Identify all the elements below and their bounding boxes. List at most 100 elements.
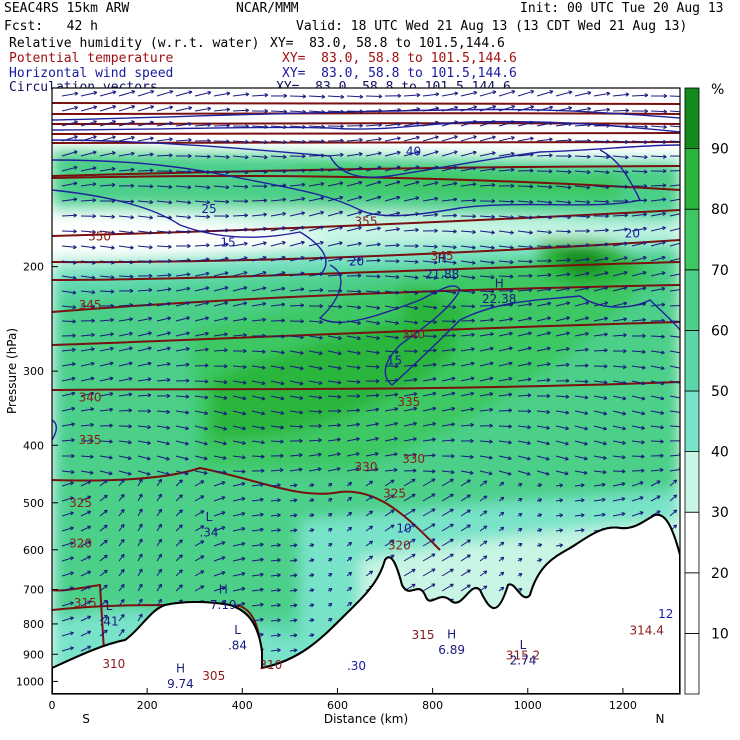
vector-head: [660, 410, 665, 415]
vector-head: [73, 245, 77, 250]
vector-shaft: [194, 348, 209, 352]
vector-shaft: [574, 364, 589, 367]
vector-shaft: [631, 440, 645, 444]
vector-head: [203, 456, 208, 461]
vector-head: [328, 558, 333, 562]
vector-shaft: [99, 614, 108, 622]
vector-shaft: [517, 245, 533, 248]
vector-shaft: [175, 479, 183, 487]
vector-head: [71, 347, 76, 353]
vector-head: [73, 197, 78, 202]
vector-head: [206, 200, 211, 205]
vector-shaft: [365, 335, 380, 339]
vector-head: [166, 409, 171, 414]
vector-shaft: [308, 273, 324, 277]
vector-shaft: [441, 568, 454, 577]
vector-head: [396, 211, 401, 216]
vector-shaft: [498, 318, 513, 322]
vector-head: [348, 556, 353, 561]
vector-shaft: [327, 320, 342, 324]
vector-head: [491, 151, 496, 156]
vector-head: [453, 181, 458, 186]
vector-head: [225, 185, 230, 190]
vector-head: [413, 421, 417, 426]
vector-head: [92, 150, 97, 155]
vector-head: [128, 424, 132, 429]
vector-head: [584, 347, 589, 352]
vector-head: [434, 228, 438, 233]
vector-head: [169, 121, 173, 126]
vector-shaft: [517, 105, 534, 112]
vector-head: [261, 365, 266, 370]
y-tick-label: 400: [23, 439, 44, 452]
vector-shaft: [175, 332, 190, 337]
vector-shaft: [137, 260, 153, 263]
vector-shaft: [669, 95, 680, 97]
vector-head: [72, 305, 77, 310]
vector-head: [472, 214, 476, 219]
vector-head: [472, 135, 477, 140]
vector-shaft: [479, 393, 494, 397]
vector-head: [200, 525, 205, 530]
vector-head: [224, 316, 229, 321]
vector-shaft: [479, 555, 488, 562]
vector-head: [207, 90, 212, 95]
vector-head: [339, 195, 344, 200]
vector-head: [641, 411, 646, 416]
vector-head: [178, 569, 183, 574]
vector-shaft: [270, 425, 284, 429]
vector-shaft: [346, 380, 361, 383]
vector-head: [431, 583, 436, 588]
vector-head: [310, 588, 315, 593]
vector-shaft: [61, 470, 75, 473]
vector-head: [300, 255, 305, 261]
vector-shaft: [137, 493, 143, 502]
vector-shaft: [99, 479, 108, 487]
colorbar-swatch: [684, 633, 700, 695]
vector-head: [549, 105, 554, 110]
vector-shaft: [422, 245, 438, 248]
vector-shaft: [308, 410, 322, 413]
vector-shaft: [346, 211, 362, 217]
vector-shaft: [308, 365, 323, 370]
vector-shaft: [631, 271, 647, 277]
vector-head: [566, 301, 571, 306]
vector-shaft: [593, 333, 608, 337]
vector-head: [103, 509, 108, 514]
vector-shaft: [99, 440, 113, 443]
vector-head: [244, 170, 249, 175]
vector-head: [225, 199, 230, 204]
vector-head: [283, 109, 288, 114]
vector-head: [662, 183, 667, 188]
vector-head: [263, 212, 268, 217]
vector-shaft: [99, 215, 115, 218]
vector-head: [586, 243, 590, 248]
vector-shaft: [460, 91, 478, 97]
vector-head: [188, 90, 193, 95]
vector-shaft: [80, 540, 91, 547]
vector-shaft: [460, 151, 477, 157]
vector-shaft: [61, 349, 76, 352]
vector-shaft: [80, 260, 96, 264]
vector-head: [319, 240, 324, 245]
colorbar-swatch: [684, 148, 700, 210]
vector-shaft: [156, 598, 162, 607]
vector-head: [500, 496, 505, 501]
vector-head: [643, 184, 648, 189]
vector-head: [348, 496, 353, 501]
vector-head: [109, 346, 114, 351]
vector-head: [207, 138, 211, 143]
vector-shaft: [327, 242, 343, 247]
vector-head: [74, 91, 79, 96]
vector-head: [138, 508, 143, 513]
vector-head: [262, 349, 266, 354]
extremum-marker: H: [176, 661, 185, 675]
vector-shaft: [251, 319, 266, 322]
vector-head: [301, 154, 306, 159]
vector-shaft: [669, 335, 680, 338]
vector-head: [623, 349, 627, 354]
y-tick-label: 700: [23, 584, 44, 597]
vector-shaft: [80, 525, 91, 532]
vector-shaft: [650, 440, 664, 443]
